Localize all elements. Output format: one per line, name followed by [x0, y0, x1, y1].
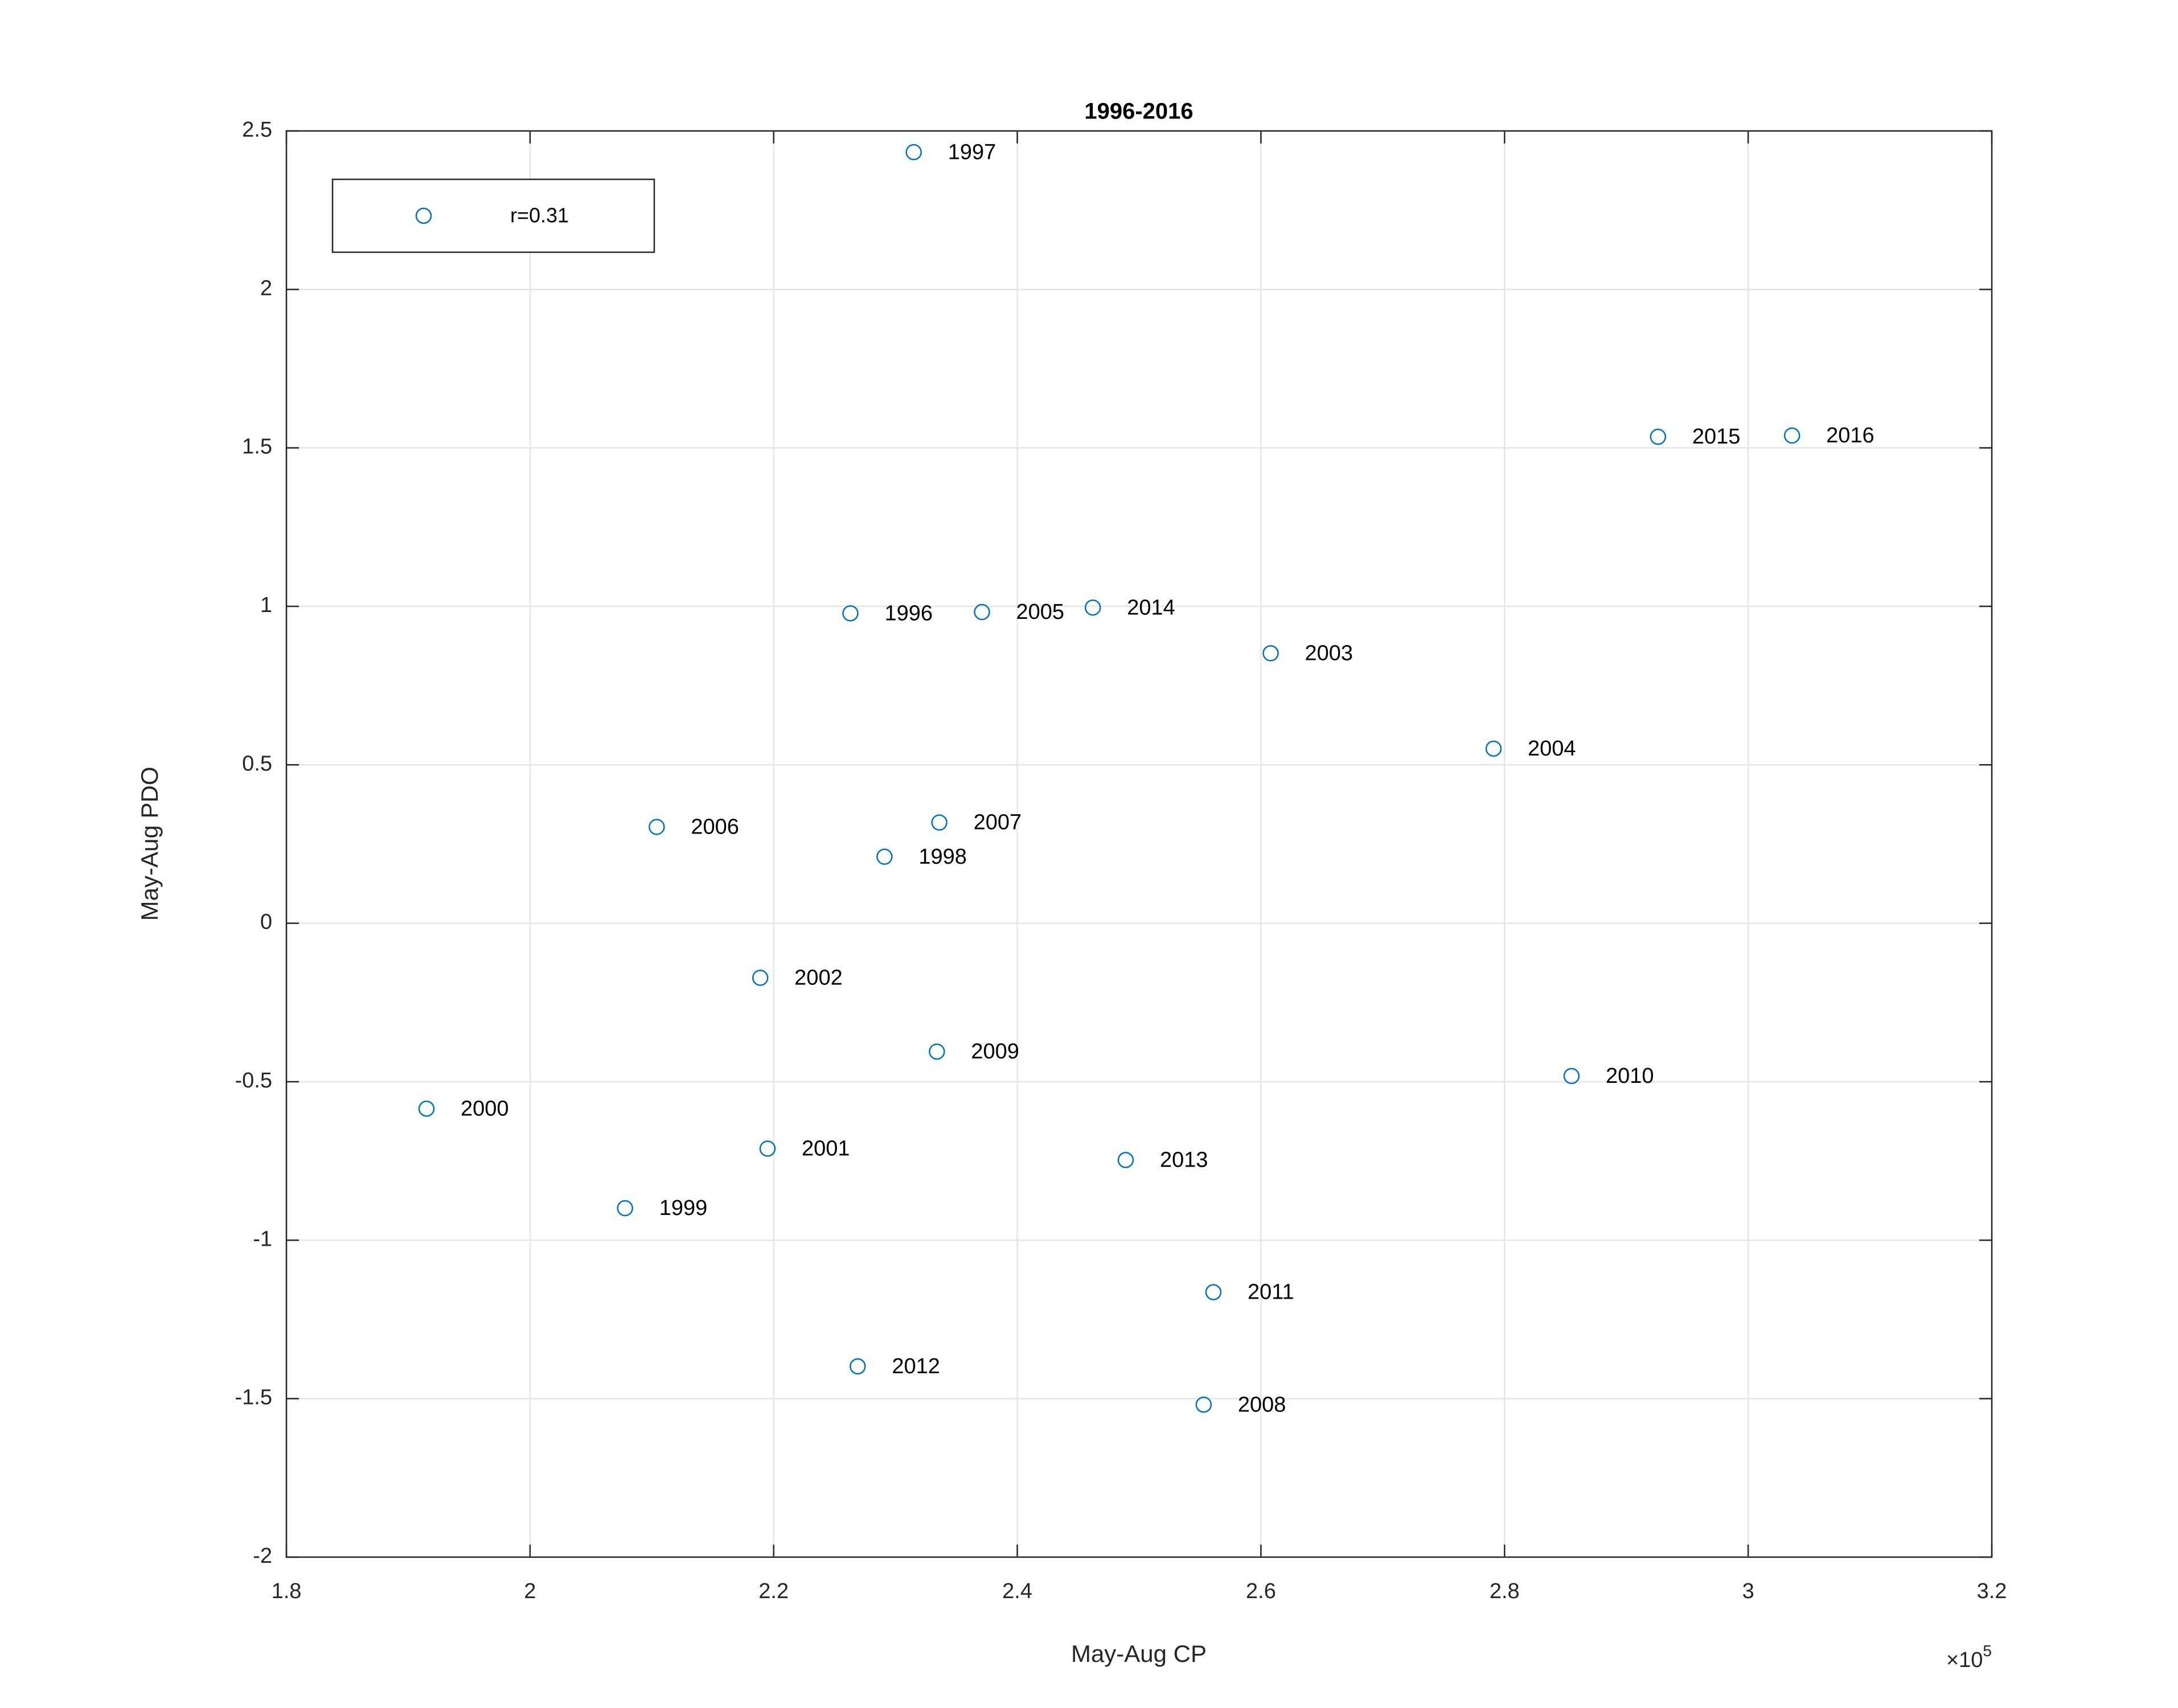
x-tick-label: 3.2 — [1977, 1579, 2007, 1603]
x-tick-label: 2.4 — [1002, 1579, 1032, 1603]
point — [1117, 1152, 1134, 1168]
point-label: 1997 — [948, 140, 996, 164]
point-label: 2008 — [1238, 1393, 1286, 1417]
point-label: 2001 — [802, 1136, 850, 1160]
point — [905, 144, 922, 161]
y-tick-label: 1.5 — [242, 435, 272, 459]
point — [1783, 427, 1800, 444]
y-axis-label: May-Aug PDO — [136, 767, 163, 921]
chart-title: 1996-2016 — [1084, 99, 1193, 124]
x-tick-label: 2.6 — [1246, 1579, 1276, 1603]
point-label: 1998 — [918, 845, 967, 869]
x-tick-label: 2 — [524, 1579, 536, 1603]
point — [1205, 1284, 1222, 1300]
point — [1195, 1396, 1212, 1413]
point-label: 2016 — [1826, 424, 1875, 447]
point — [974, 603, 990, 621]
point — [929, 1043, 945, 1060]
point — [876, 848, 893, 865]
point-label: 2015 — [1692, 425, 1741, 449]
y-tick-label: 0 — [260, 910, 272, 934]
y-tick-label: -1.5 — [235, 1386, 272, 1410]
y-tick-label: -0.5 — [235, 1069, 272, 1093]
plot-frame — [285, 130, 1993, 1558]
point-label: 2000 — [461, 1097, 509, 1120]
y-tick-label: 1 — [260, 593, 272, 617]
x-multiplier-exponent: 5 — [1983, 1642, 1992, 1660]
point — [418, 1101, 435, 1117]
point-label: 2007 — [974, 811, 1022, 835]
point — [1650, 428, 1667, 445]
x-axis-label: May-Aug CP — [1071, 1640, 1207, 1667]
point-label: 2009 — [971, 1040, 1019, 1064]
point — [850, 1358, 866, 1375]
point-label: 2005 — [1016, 600, 1065, 624]
point — [842, 605, 859, 622]
point-label: 1999 — [659, 1196, 708, 1220]
point-label: 2003 — [1305, 641, 1353, 665]
legend-marker — [415, 207, 432, 224]
point-label: 2014 — [1127, 596, 1175, 619]
x-tick-label: 3 — [1742, 1579, 1754, 1603]
point — [1262, 645, 1279, 662]
point-label: 2011 — [1248, 1280, 1294, 1304]
point — [1084, 599, 1101, 616]
legend-box — [331, 178, 655, 253]
point — [617, 1200, 633, 1217]
y-tick-label: 2.5 — [242, 118, 272, 142]
point-label: 2010 — [1606, 1064, 1654, 1088]
x-tick-label: 2.2 — [758, 1579, 789, 1603]
point — [1485, 740, 1502, 757]
point — [752, 970, 769, 986]
y-tick-label: 0.5 — [242, 752, 272, 775]
point-label: 2002 — [794, 966, 843, 990]
y-tick-label: 2 — [260, 276, 272, 300]
x-tick-label: 2.8 — [1490, 1579, 1520, 1603]
point-label: 2013 — [1160, 1148, 1208, 1172]
point-label: 2006 — [691, 815, 739, 839]
y-tick-label: -1 — [253, 1227, 272, 1251]
point-label: 1996 — [884, 601, 933, 625]
point — [649, 819, 665, 835]
point — [931, 814, 948, 831]
legend-label: r=0.31 — [510, 204, 569, 227]
point-label: 2004 — [1528, 737, 1576, 761]
point-label: 2012 — [892, 1354, 940, 1378]
x-multiplier: ×105 — [1946, 1642, 1992, 1672]
point — [759, 1140, 776, 1157]
x-multiplier-base: ×10 — [1946, 1648, 1983, 1672]
y-tick-label: -2 — [253, 1544, 272, 1568]
x-tick-label: 1.8 — [272, 1579, 302, 1603]
point — [1563, 1068, 1580, 1085]
